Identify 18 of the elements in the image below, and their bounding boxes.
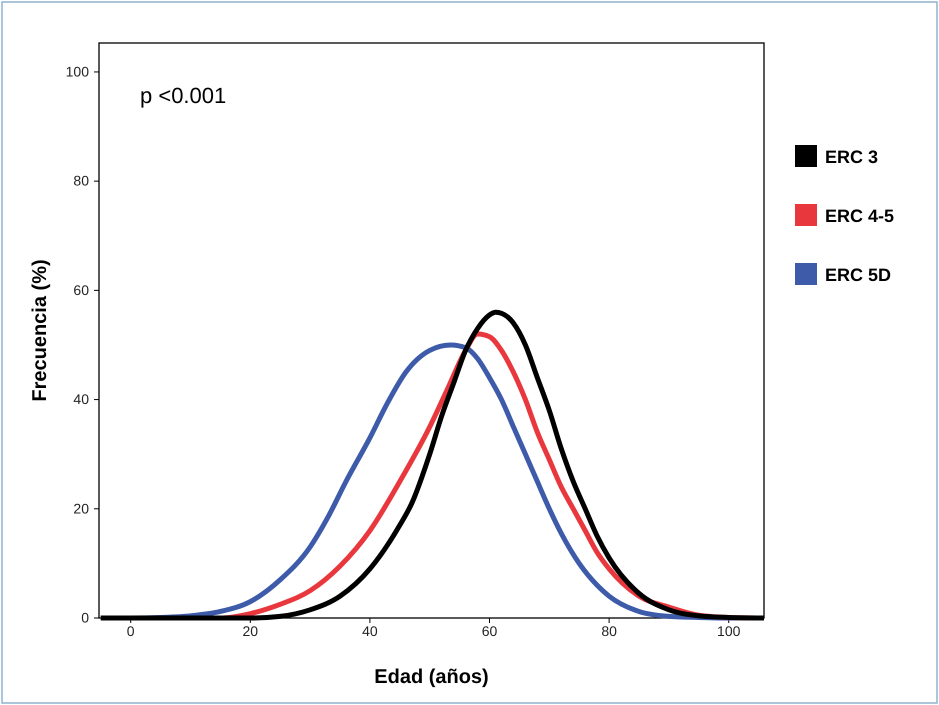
x-axis-title: Edad (años) bbox=[374, 666, 489, 688]
x-tick-label: 80 bbox=[601, 622, 618, 639]
x-tick-label: 100 bbox=[717, 622, 741, 639]
annotation: p <0.001 bbox=[140, 83, 226, 108]
legend-label: ERC 4-5 bbox=[825, 206, 894, 226]
y-tick-label: 0 bbox=[81, 609, 90, 626]
y-axis-title: Frecuencia (%) bbox=[29, 259, 51, 402]
legend-label: ERC 3 bbox=[825, 147, 878, 167]
y-tick-label: 40 bbox=[73, 391, 90, 408]
y-tick-label: 20 bbox=[73, 500, 90, 516]
y-tick-label: 100 bbox=[66, 63, 90, 80]
legend-label: ERC 5D bbox=[825, 265, 892, 285]
y-tick-label: 60 bbox=[73, 282, 90, 298]
x-tick-label: 0 bbox=[126, 622, 135, 639]
x-tick-label: 20 bbox=[242, 622, 258, 639]
y-tick-label: 80 bbox=[73, 172, 90, 189]
x-tick-label: 60 bbox=[482, 622, 498, 639]
x-tick-label: 40 bbox=[362, 622, 378, 639]
